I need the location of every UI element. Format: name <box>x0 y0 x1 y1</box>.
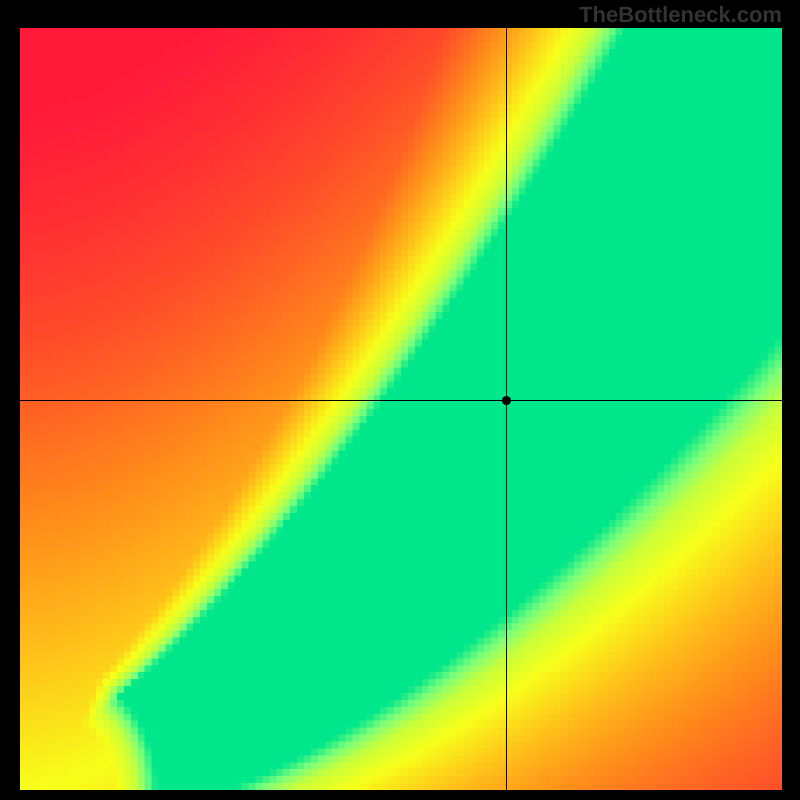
watermark-text: TheBottleneck.com <box>579 2 782 28</box>
crosshair-overlay <box>20 28 782 790</box>
chart-frame: TheBottleneck.com <box>0 0 800 800</box>
